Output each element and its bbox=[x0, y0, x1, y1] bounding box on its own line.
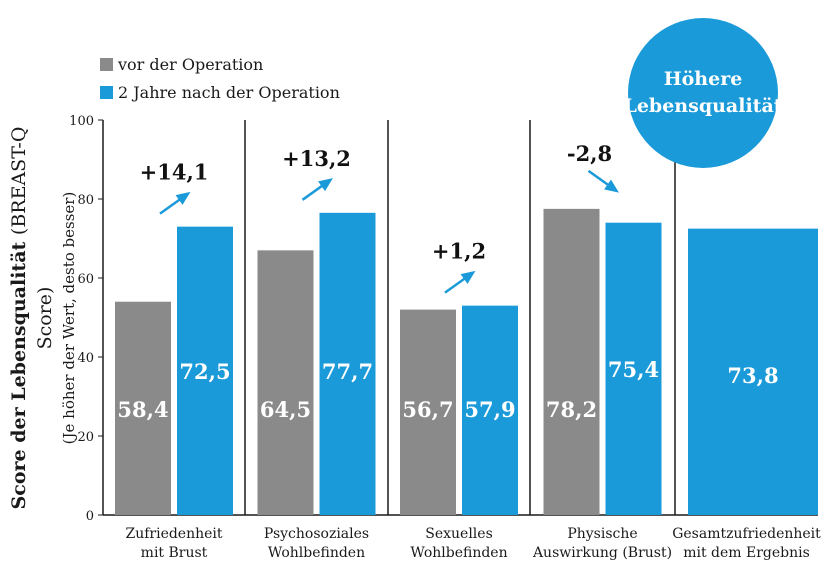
bar-after-4 bbox=[605, 222, 662, 515]
bar-before-2 bbox=[257, 250, 314, 515]
legend-item-after: 2 Jahre nach der Operation bbox=[100, 83, 340, 102]
change-arrow-head-2 bbox=[318, 178, 333, 192]
change-arrow-head-4 bbox=[604, 179, 619, 193]
bar-after-label-2: 77,7 bbox=[322, 359, 373, 384]
bar-before-4 bbox=[543, 208, 600, 515]
x-tick-label-1-line-1: Zufriedenheit bbox=[125, 526, 222, 542]
legend-label-before: vor der Operation bbox=[118, 55, 264, 74]
y-axis-note: (Je höher der Wert, desto besser) bbox=[60, 191, 78, 445]
y-tick-label-80: 80 bbox=[77, 193, 94, 208]
badge-line-1: Höhere bbox=[663, 68, 743, 90]
x-tick-label-4-line-1: Physische bbox=[567, 526, 637, 542]
bar-before-label-4: 78,2 bbox=[546, 397, 597, 422]
y-tick-label-60: 60 bbox=[77, 272, 94, 287]
y-tick-label-0: 0 bbox=[86, 509, 94, 524]
y-axis-title: Score der Lebensqualität (BREAST-Q Score… bbox=[6, 98, 78, 538]
legend-swatch-before bbox=[100, 58, 113, 71]
change-label-3: +1,2 bbox=[432, 239, 486, 264]
legend-swatch-after bbox=[100, 86, 113, 99]
x-tick-label-2-line-1: Psychosoziales bbox=[264, 526, 369, 542]
bar-after-2 bbox=[319, 212, 376, 515]
y-axis-title-bold: Score der Lebensqualität bbox=[8, 241, 30, 510]
x-tick-label-3-line-1: Sexuelles bbox=[425, 526, 493, 542]
change-label-1: +14,1 bbox=[140, 160, 209, 185]
x-tick-label-5-line-2: mit dem Ergebnis bbox=[683, 545, 810, 561]
x-tick-label-1-line-2: mit Brust bbox=[141, 545, 208, 561]
bar-before-label-3: 56,7 bbox=[402, 397, 453, 422]
bar-before-label-2: 64,5 bbox=[260, 397, 311, 422]
bar-after-label-5: 73,8 bbox=[727, 363, 778, 388]
change-arrow-head-1 bbox=[175, 191, 191, 205]
change-label-4: -2,8 bbox=[567, 141, 612, 166]
quality-badge: Höhere Lebensqualität bbox=[623, 18, 783, 168]
x-tick-label-3-line-2: Wohlbefinden bbox=[410, 545, 507, 561]
bar-before-label-1: 58,4 bbox=[117, 397, 168, 422]
y-tick-label-40: 40 bbox=[77, 351, 94, 366]
y-tick-label-100: 100 bbox=[69, 114, 94, 129]
change-label-2: +13,2 bbox=[282, 146, 351, 171]
bar-after-1 bbox=[177, 226, 233, 515]
x-tick-label-5-line-1: Gesamtzufriedenheit bbox=[672, 526, 821, 542]
y-tick-label-20: 20 bbox=[77, 430, 94, 445]
bar-after-label-1: 72,5 bbox=[179, 359, 230, 384]
x-tick-label-4-line-2: Auswirkung (Brust) bbox=[532, 545, 672, 561]
bar-after-label-3: 57,9 bbox=[464, 397, 515, 422]
bar-before-3 bbox=[400, 309, 456, 515]
legend-label-after: 2 Jahre nach der Operation bbox=[118, 83, 340, 102]
x-tick-label-2-line-2: Wohlbefinden bbox=[268, 545, 365, 561]
bar-before-1 bbox=[115, 301, 171, 515]
bar-after-5 bbox=[688, 228, 818, 515]
legend-item-before: vor der Operation bbox=[100, 55, 263, 74]
change-arrow-head-3 bbox=[460, 270, 476, 284]
badge-line-2: Lebensqualität bbox=[623, 95, 783, 117]
bar-after-label-4: 75,4 bbox=[608, 357, 659, 382]
bar-after-3 bbox=[462, 305, 518, 515]
